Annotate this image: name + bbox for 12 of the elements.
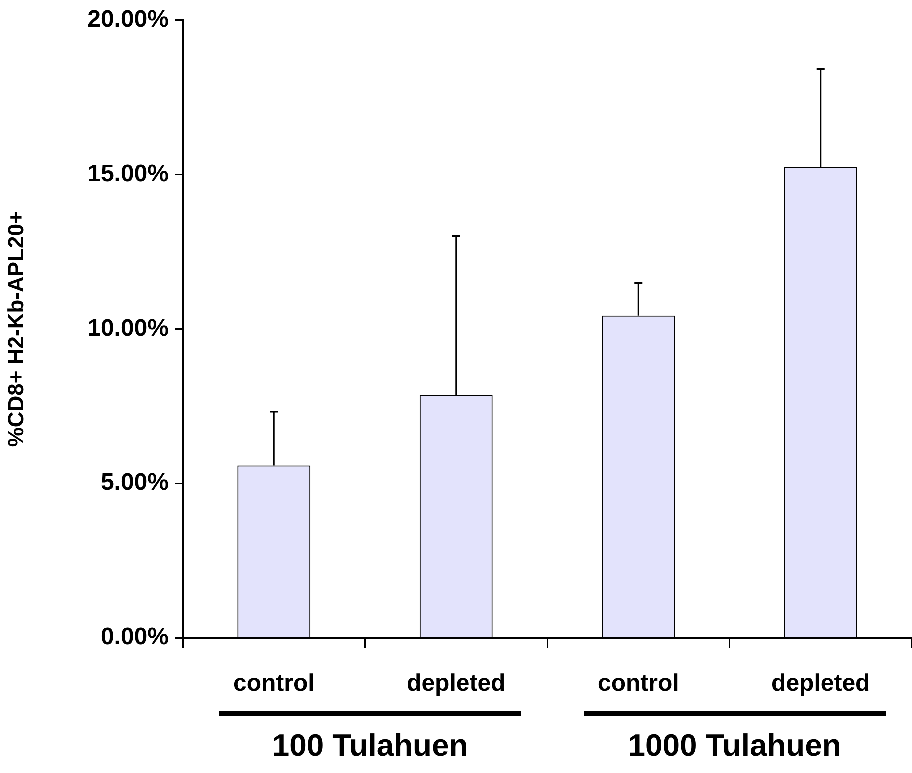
- x-tick-label: control: [233, 670, 315, 698]
- y-tick-label: 5.00%: [100, 469, 169, 496]
- y-tick-label: 10.00%: [88, 314, 169, 342]
- y-tick-label: 0.00%: [100, 624, 169, 651]
- x-tick-label: depleted: [407, 670, 506, 698]
- text: 1000 Tulahuen: [627, 728, 842, 764]
- y-tick-label: 15.00%: [88, 160, 169, 188]
- x-tick-label: depleted: [772, 670, 870, 698]
- y-tick-label: 20.00%: [88, 6, 169, 34]
- y-axis-title: %CD8+ H2-Kb-APL20+: [3, 211, 28, 448]
- text: 100 Tulahuen: [271, 728, 470, 764]
- x-tick-label: control: [598, 670, 680, 698]
